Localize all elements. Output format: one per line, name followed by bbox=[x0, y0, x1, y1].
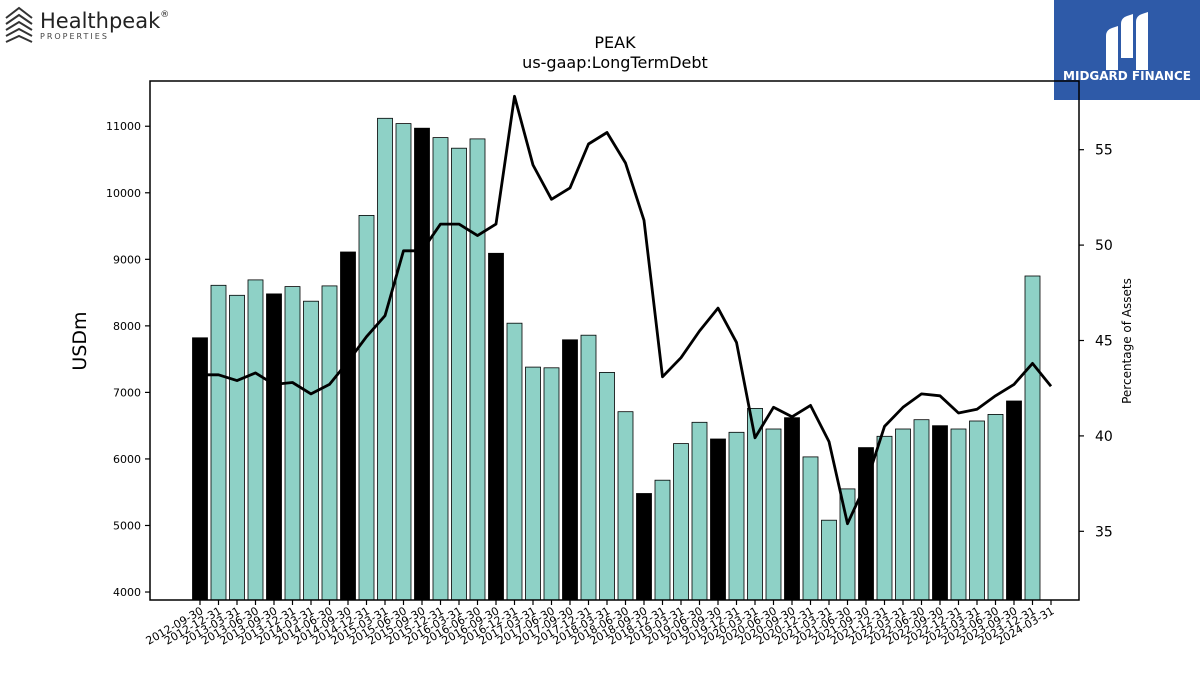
y2-tick-label: 45 bbox=[1095, 334, 1113, 350]
bar-42 bbox=[969, 420, 985, 601]
bar-43 bbox=[987, 413, 1004, 601]
x-axis: 2012-09-302012-12-312013-03-312013-06-30… bbox=[144, 600, 1057, 648]
left-axis: 4000 5000 6000 7000 8000 9000 10000 11000 bbox=[106, 120, 150, 599]
y-axis-label: USDm bbox=[69, 311, 91, 370]
y-tick-label: 9000 bbox=[113, 253, 141, 266]
y-tick-label: 11000 bbox=[106, 120, 141, 133]
bar-26 bbox=[673, 443, 689, 601]
bar-23 bbox=[617, 411, 634, 601]
bar-10 bbox=[377, 117, 393, 601]
bar-40 bbox=[932, 425, 948, 601]
y2-axis-label: Percentage of Assets bbox=[1120, 278, 1134, 404]
y-tick-label: 8000 bbox=[113, 320, 141, 333]
bar-3 bbox=[247, 279, 264, 601]
bar-25 bbox=[654, 479, 671, 601]
healthpeak-logo: Healthpeak® PROPERTIES bbox=[4, 4, 169, 46]
bar-0 bbox=[192, 337, 208, 601]
bar-44 bbox=[1006, 400, 1022, 601]
bar-45 bbox=[1024, 275, 1041, 601]
bar-15 bbox=[469, 138, 486, 601]
bar-5 bbox=[284, 286, 301, 601]
bar-32 bbox=[784, 417, 800, 601]
bar-8 bbox=[340, 251, 356, 601]
midgard-finance-logo: MIDGARD FINANCE bbox=[1054, 0, 1200, 100]
bar-37 bbox=[876, 435, 893, 601]
healthpeak-logo-name: Healthpeak® bbox=[40, 8, 170, 33]
bar-22 bbox=[599, 371, 615, 601]
bar-38 bbox=[895, 428, 911, 601]
bar-6 bbox=[303, 300, 319, 601]
y-tick-label: 6000 bbox=[113, 453, 141, 466]
bar-18 bbox=[525, 366, 541, 601]
healthpeak-logo-icon bbox=[5, 6, 33, 43]
y-tick-label: 7000 bbox=[113, 386, 141, 399]
right-axis: 35 40 45 50 55 bbox=[1079, 143, 1113, 540]
midgard-logo-icon bbox=[1106, 12, 1148, 70]
bar-13 bbox=[432, 137, 449, 601]
y2-tick-label: 35 bbox=[1095, 524, 1113, 540]
bar-12 bbox=[414, 127, 430, 601]
bar-41 bbox=[950, 428, 967, 601]
healthpeak-logo-sub: PROPERTIES bbox=[40, 31, 109, 41]
chart-subtitle: us-gaap:LongTermDebt bbox=[522, 53, 708, 72]
y2-tick-label: 50 bbox=[1095, 238, 1113, 254]
bar-4 bbox=[266, 293, 282, 601]
y2-tick-label: 40 bbox=[1095, 429, 1113, 445]
bar-2 bbox=[229, 294, 245, 601]
y-tick-label: 4000 bbox=[113, 586, 141, 599]
bar-20 bbox=[562, 339, 578, 601]
chart-title: PEAK bbox=[594, 33, 636, 52]
bar-7 bbox=[321, 285, 338, 601]
bar-27 bbox=[691, 421, 708, 601]
bar-21 bbox=[580, 334, 597, 601]
bar-19 bbox=[543, 367, 560, 601]
y-tick-label: 5000 bbox=[113, 519, 141, 532]
bar-28 bbox=[710, 438, 726, 601]
bar-group bbox=[192, 117, 1041, 601]
y2-tick-label: 55 bbox=[1095, 143, 1113, 159]
bar-16 bbox=[488, 252, 504, 601]
y-tick-label: 10000 bbox=[106, 187, 141, 200]
line-series bbox=[200, 94, 1053, 526]
bar-33 bbox=[802, 456, 819, 601]
bar-34 bbox=[821, 519, 837, 601]
bar-39 bbox=[913, 419, 930, 601]
bar-1 bbox=[210, 284, 227, 601]
line-group bbox=[200, 94, 1053, 526]
midgard-logo-name: MIDGARD FINANCE bbox=[1063, 69, 1191, 83]
bar-11 bbox=[395, 123, 412, 601]
bar-29 bbox=[728, 431, 745, 601]
bar-17 bbox=[506, 322, 523, 601]
bar-24 bbox=[636, 493, 652, 601]
bar-14 bbox=[451, 147, 467, 601]
bar-9 bbox=[358, 214, 375, 601]
bar-31 bbox=[765, 428, 782, 601]
